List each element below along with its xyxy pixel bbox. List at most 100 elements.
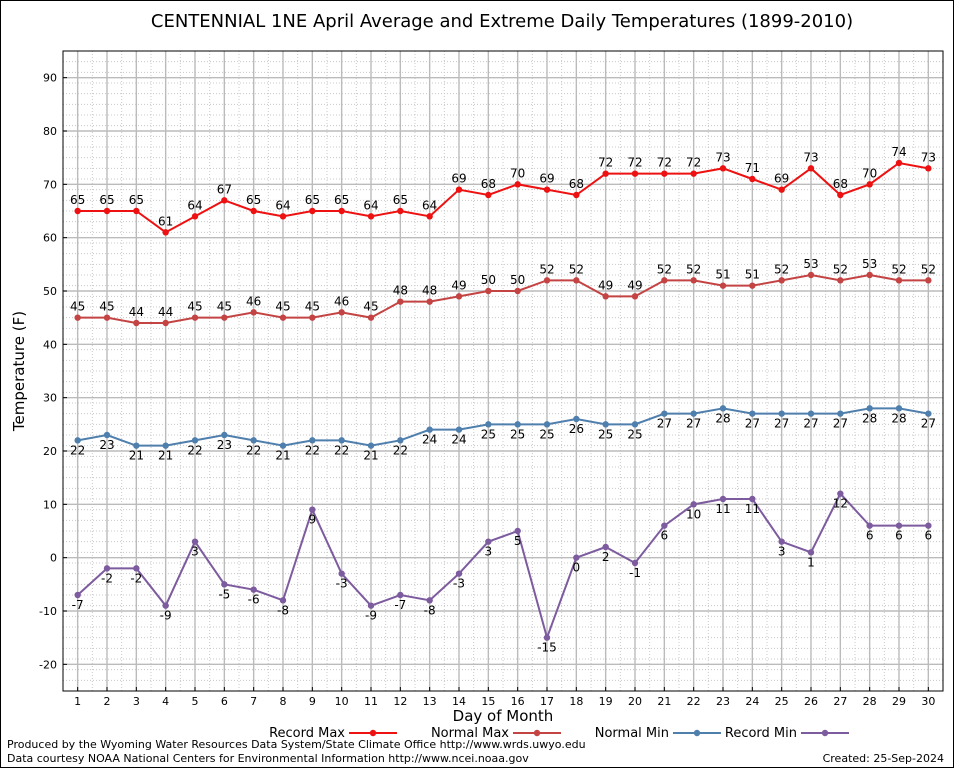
normal-min-point — [514, 421, 521, 428]
normal-min-data-label: 21 — [129, 449, 144, 463]
record-min-data-label: 3 — [191, 545, 199, 559]
record-max-point — [250, 207, 257, 215]
record-max-point — [485, 191, 492, 199]
x-tick-label: 11 — [364, 695, 378, 708]
legend-label-normal-min: Normal Min — [595, 726, 669, 741]
y-tick-label: 30 — [43, 392, 57, 405]
x-tick-label: 29 — [892, 695, 906, 708]
normal-max-data-label: 50 — [481, 273, 496, 287]
normal-min-data-label: 27 — [745, 417, 760, 431]
record-min-data-label: -8 — [424, 603, 436, 617]
normal-max-data-label: 52 — [891, 262, 906, 276]
normal-min-data-label: 22 — [187, 443, 202, 457]
record-max-data-label: 69 — [539, 172, 554, 186]
record-min-point — [162, 602, 169, 609]
record-max-point — [573, 191, 580, 199]
y-axis: -20 -10 0 10 20 30 40 50 60 70 80 90 — [39, 72, 67, 671]
x-tick-label: 21 — [657, 695, 671, 708]
record-min-point — [338, 570, 345, 577]
normal-min-point — [866, 405, 873, 412]
record-max-point — [221, 197, 228, 204]
normal-min-data-label: 25 — [598, 427, 613, 441]
normal-max-data-label: 52 — [774, 262, 789, 276]
y-tick-label: 90 — [43, 72, 57, 85]
normal-max-point — [162, 319, 169, 327]
normal-min-data-label: 23 — [217, 438, 232, 452]
normal-max-point — [631, 293, 639, 300]
record-min-point — [925, 522, 932, 529]
record-min-data-label: -9 — [365, 609, 377, 623]
normal-max-point — [778, 277, 785, 284]
record-max-data-label: 65 — [393, 193, 408, 207]
normal-min-data-label: 28 — [715, 411, 730, 425]
record-min-point — [837, 490, 844, 497]
normal-max-point — [397, 298, 404, 305]
normal-min-point — [133, 442, 140, 449]
record-max-point — [309, 207, 316, 215]
normal-max-point — [367, 314, 375, 321]
x-tick-label: 17 — [540, 695, 554, 708]
record-min-point — [221, 581, 228, 588]
record-max-point — [719, 165, 727, 172]
record-max-point — [543, 186, 551, 193]
x-tick-label: 25 — [775, 695, 789, 708]
normal-max-data-label: 45 — [99, 300, 114, 314]
record-min-point — [397, 591, 404, 599]
record-min-point — [367, 602, 375, 609]
x-tick-label: 16 — [511, 695, 525, 708]
normal-max-data-label: 45 — [305, 300, 320, 314]
normal-min-data-label: 22 — [334, 443, 349, 457]
x-tick-label: 24 — [745, 695, 759, 708]
record-min-data-label: 6 — [895, 529, 903, 543]
normal-max-point — [690, 277, 697, 284]
record-min-data-label: -9 — [160, 609, 172, 623]
record-min-point — [807, 549, 815, 556]
record-max-point — [602, 170, 609, 177]
y-tick-label: 40 — [43, 338, 57, 351]
record-max-point — [103, 207, 111, 215]
record-max-point — [397, 207, 404, 215]
record-max-point — [690, 170, 697, 177]
record-min-data-label: 6 — [925, 529, 933, 543]
footer-data-source: Data courtesy NOAA National Centers for … — [7, 752, 529, 765]
record-max-data-label: 72 — [598, 156, 613, 170]
normal-min-data-label: 24 — [451, 433, 466, 447]
x-tick-label: 9 — [309, 695, 316, 708]
normal-min-point — [837, 410, 844, 417]
record-max-data-label: 73 — [921, 150, 936, 164]
normal-min-data-label: 26 — [569, 422, 584, 436]
x-tick-label: 28 — [863, 695, 877, 708]
legend-marker-record-max — [369, 729, 377, 737]
normal-max-data-label: 46 — [246, 294, 261, 308]
normal-min-data-label: 23 — [99, 438, 114, 452]
y-tick-label: 20 — [43, 445, 57, 458]
normal-min-data-label: 28 — [891, 411, 906, 425]
record-min-data-label: -7 — [72, 598, 84, 612]
normal-min-data-label: 25 — [627, 427, 642, 441]
normal-min-data-label: 22 — [70, 443, 85, 457]
record-min-data-label: -2 — [130, 571, 142, 585]
normal-min-point — [426, 426, 433, 433]
series-normal-min: 22 23 21 21 22 23 22 21 22 22 21 22 24 24 25 25 25 26 25 25… — [70, 405, 936, 463]
record-min-point — [191, 538, 199, 545]
normal-min-point — [397, 437, 404, 444]
normal-min-data-label: 22 — [393, 443, 408, 457]
record-min-data-label: -15 — [537, 641, 557, 655]
record-max-point — [279, 213, 287, 220]
normal-max-point — [74, 314, 81, 321]
normal-max-point — [191, 314, 199, 321]
x-tick-label: 2 — [104, 695, 111, 708]
y-tick-label: 50 — [43, 285, 57, 298]
legend-marker-normal-max — [533, 729, 541, 737]
y-tick-label: -10 — [39, 605, 57, 618]
record-min-point — [74, 591, 81, 599]
normal-min-point — [543, 421, 551, 428]
normal-min-point — [250, 437, 257, 444]
record-min-point — [631, 559, 639, 567]
normal-min-point — [309, 437, 316, 444]
record-min-point — [543, 634, 551, 641]
normal-max-data-label: 44 — [129, 305, 144, 319]
normal-max-data-label: 45 — [363, 300, 378, 314]
